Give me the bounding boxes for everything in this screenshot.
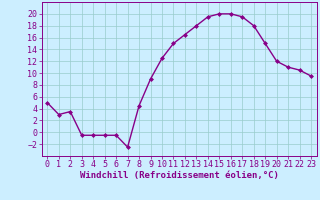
X-axis label: Windchill (Refroidissement éolien,°C): Windchill (Refroidissement éolien,°C) <box>80 171 279 180</box>
